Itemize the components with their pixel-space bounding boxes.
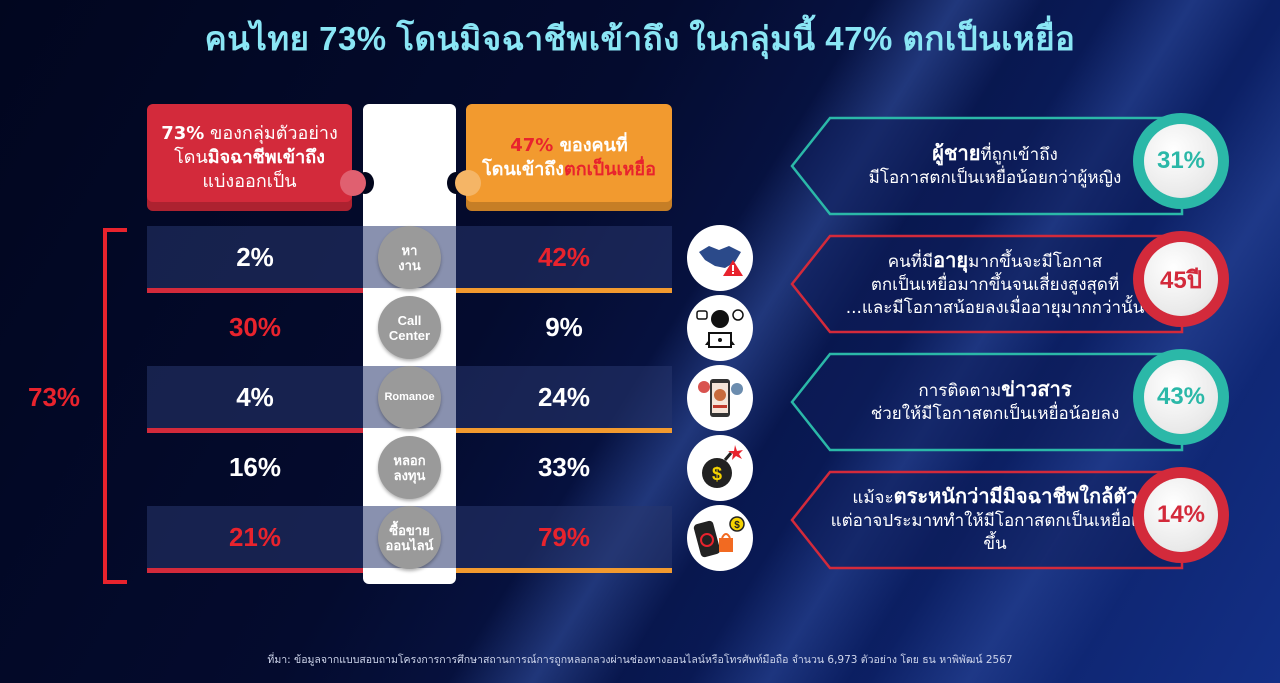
victim-pct: 42% [537, 241, 591, 272]
fact-value-badge: 45ปี [1133, 231, 1229, 327]
accessed-pct: 30% [228, 311, 282, 342]
victim-pct: 33% [537, 451, 591, 482]
victim-header-line2-pre: โดนเข้าถึง [482, 158, 565, 180]
fact-card: การติดตามข่าวสาร ช่วยให้มีโอกาสตกเป็นเหยื… [790, 349, 1230, 452]
accessed-pct: 4% [236, 381, 274, 412]
source-note: ที่มา: ข้อมูลจากแบบสอบถามโครงการการศึกษา… [267, 654, 1013, 666]
fact-card: ผู้ชายที่ถูกเข้าถึง มีโอกาสตกเป็นเหยื่อน้… [790, 113, 1230, 216]
fact-text: ผู้ชายที่ถูกเข้าถึง มีโอกาสตกเป็นเหยื่อน้… [868, 141, 1122, 189]
category-label: Call Center [378, 296, 441, 359]
victim-header-pct: 47% [510, 134, 554, 156]
accessed-header: 73% ของกลุ่มตัวอย่าง โดนมิจฉาชีพเข้าถึง … [147, 104, 352, 211]
fact-value-badge: 43% [1133, 349, 1229, 445]
row-divider-red [147, 568, 363, 573]
svg-text:$: $ [712, 464, 722, 484]
handshake-warning-icon [687, 225, 753, 291]
fact-value-badge: 31% [1133, 113, 1229, 209]
row-divider-orange [456, 568, 672, 573]
online-shopping-alert-icon: $ [687, 505, 753, 571]
table-row: 16% 33% [0, 436, 760, 504]
connector-dot [340, 170, 366, 196]
hacker-laptop-icon [687, 295, 753, 361]
fact-text: แม้จะตระหนักว่ามีมิจฉาชีพใกล้ตัว แต่อาจปร… [830, 483, 1160, 554]
row-divider-orange [456, 428, 672, 433]
money-bomb-icon: $ [687, 435, 753, 501]
accessed-pct: 16% [228, 451, 282, 482]
accessed-header-line3: แบ่งออกเป็น [202, 170, 297, 192]
category-label: Romanoe [378, 366, 441, 429]
victim-header-line1: ของคนที่ [553, 134, 628, 156]
accessed-header-line2-bold: มิจฉาชีพเข้าถึง [207, 146, 325, 168]
accessed-header-line2-pre: โดน [174, 146, 208, 168]
accessed-header-line1: ของกลุ่มตัวอย่าง [204, 122, 338, 144]
fact-text: การติดตามข่าวสาร ช่วยให้มีโอกาสตกเป็นเหยื… [870, 377, 1120, 425]
category-label: หลอก ลงทุน [378, 436, 441, 499]
victim-pct: 24% [537, 381, 591, 412]
connector-dot [455, 170, 481, 196]
fact-value-badge: 14% [1133, 467, 1229, 563]
accessed-pct: 21% [228, 521, 282, 552]
accessed-header-pct: 73% [161, 122, 205, 144]
fact-card: แม้จะตระหนักว่ามีมิจฉาชีพใกล้ตัว แต่อาจปร… [790, 467, 1230, 570]
row-divider-orange [456, 288, 672, 293]
fact-text: คนที่มีอายุมากขึ้นจะมีโอกาส ตกเป็นเหยื่อม… [845, 247, 1145, 318]
table-row: 30% 9% [0, 296, 760, 364]
background-light-beam [866, 0, 1280, 683]
victim-header: 47% ของคนที่ โดนเข้าถึงตกเป็นเหยื่อ [466, 104, 672, 211]
victim-header-line2-bold: ตกเป็นเหยื่อ [564, 158, 656, 180]
victim-pct: 79% [537, 521, 591, 552]
page-title: คนไทย 73% โดนมิจฉาชีพเข้าถึง ในกลุ่มนี้ … [204, 20, 1076, 57]
svg-text:$: $ [734, 520, 740, 531]
accessed-pct: 2% [236, 241, 274, 272]
victim-pct: 9% [545, 311, 583, 342]
romance-phone-icon [687, 365, 753, 431]
total-bracket [103, 228, 127, 584]
category-label: หา งาน [378, 226, 441, 289]
fact-card: คนที่มีอายุมากขึ้นจะมีโอกาส ตกเป็นเหยื่อม… [790, 231, 1230, 334]
row-divider-red [147, 288, 363, 293]
category-label: ซื้อขาย ออนไลน์ [378, 506, 441, 569]
row-divider-red [147, 428, 363, 433]
background-light-beam [686, 0, 1274, 683]
total-accessed-pct: 73% [28, 382, 81, 412]
